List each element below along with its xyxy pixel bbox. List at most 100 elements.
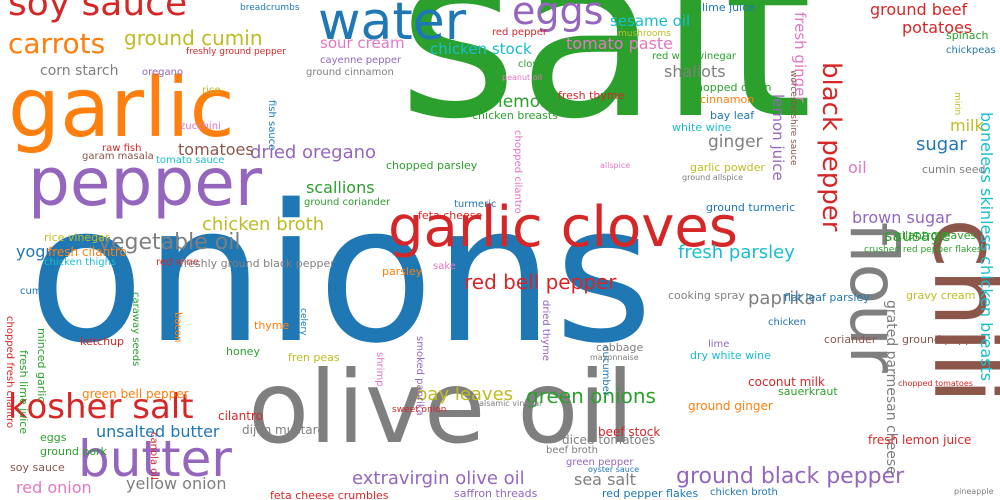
word: breadcrumbs (240, 3, 300, 13)
word: unsalted butter (96, 422, 220, 441)
word: ginger (708, 132, 763, 152)
word: dried oregano (250, 142, 377, 163)
word: saffron threads (454, 487, 538, 500)
word: oyster sauce (588, 465, 640, 474)
word: ground pork (40, 445, 108, 458)
word: vegetable oil (98, 230, 241, 255)
word: cabbage (596, 341, 644, 354)
word: sweet onion (392, 405, 447, 415)
word: beef stock (598, 425, 661, 439)
word: thyme (254, 319, 290, 332)
word: canola oil (148, 432, 159, 480)
word: kosher salt (8, 387, 194, 427)
word: green onions (526, 384, 656, 408)
word: fresh lemon juice (868, 433, 972, 447)
word: ground pepper (902, 333, 984, 346)
word: chicken (768, 317, 807, 328)
word: cooking spray (668, 289, 745, 302)
word: red wine vinegar (652, 51, 736, 62)
word: smoked paprika (414, 336, 425, 416)
word: milk (950, 116, 984, 135)
word: pepper (28, 144, 263, 221)
word: mayonnaise (590, 353, 639, 362)
word: beef broth (546, 445, 598, 456)
word: sesame oil (610, 12, 691, 30)
word: cumin seed (922, 163, 986, 176)
word: flour (835, 222, 912, 373)
word: turmeric (454, 199, 497, 210)
word: soy sauce (8, 0, 188, 24)
word: carrots (8, 27, 106, 60)
word: yellow onion (126, 474, 227, 493)
word: mirin (952, 92, 962, 116)
word: lime (708, 339, 730, 350)
word: garlic powder (690, 161, 765, 174)
word: fresh parsley (678, 242, 795, 263)
word: celery (298, 308, 308, 336)
word: diced tomatoes (562, 433, 656, 447)
word: cumin (20, 286, 51, 297)
word: sea salt (574, 470, 636, 489)
word: chopped onion (690, 81, 772, 94)
word: red onion (16, 478, 92, 497)
word: salt (398, 0, 813, 170)
word: minced garlic (35, 328, 48, 403)
word: oil (848, 158, 867, 177)
word: white wine (672, 121, 732, 134)
word: ketchup (80, 335, 125, 348)
word: bacon (172, 312, 183, 343)
word: dijon mustard (242, 423, 325, 437)
word: tomatoes (178, 140, 254, 159)
word: ground turmeric (706, 201, 796, 214)
word: cilantro leaves (896, 229, 977, 242)
word: ground coriander (304, 197, 391, 208)
word: dry white wine (690, 349, 771, 362)
word: black pepper (816, 62, 846, 232)
word: scallions (306, 178, 375, 197)
word: balsamic vinegar (474, 399, 543, 408)
word: lemon juice (769, 94, 787, 181)
word: cinnamon (700, 93, 755, 106)
word: raw fish (102, 143, 142, 154)
word: tomato sauce (156, 155, 225, 166)
word: lemon (498, 92, 551, 112)
word: worcestershire sauce (788, 70, 798, 166)
word: garlic cloves (388, 195, 738, 260)
word: butter (78, 430, 232, 488)
word: chicken broth (710, 487, 778, 498)
word: feta cheese (418, 209, 483, 222)
word: parsley (382, 265, 423, 278)
word: crushed red pepper flakes (864, 245, 982, 255)
word: fresh lime juice (17, 350, 30, 435)
word: cayenne pepper (320, 55, 402, 66)
word: feta cheese crumbles (270, 489, 389, 500)
word: red wine (156, 257, 200, 268)
word: chickpeas (946, 45, 996, 56)
word: brown sugar (852, 208, 952, 227)
word: clove (518, 59, 545, 70)
word: spinach (946, 29, 989, 42)
word: shallots (664, 62, 726, 81)
word: eggs (40, 431, 67, 444)
word: ground ginger (688, 399, 773, 413)
word: sausage (884, 226, 951, 245)
word: zucchini (180, 121, 221, 132)
word: freshly ground black pepper (180, 257, 335, 270)
word: chopped cilantro (512, 130, 523, 214)
word: olive oil (248, 349, 634, 466)
word: chili (913, 218, 1000, 404)
word: boneless skinless chicken breasts (977, 112, 996, 382)
word: chicken breasts (472, 109, 558, 122)
word: honey (226, 345, 260, 358)
word: shrimp (374, 352, 385, 387)
word: oregano (142, 67, 184, 78)
word: green pepper (566, 457, 634, 468)
word: chicken stock (430, 40, 532, 58)
word: sugar (916, 134, 967, 155)
word: bay leaves (416, 384, 514, 405)
word: coconut milk (748, 375, 825, 389)
word: allspice (600, 161, 631, 170)
word: red bell pepper (464, 270, 617, 294)
word: ground cumin (124, 26, 263, 50)
